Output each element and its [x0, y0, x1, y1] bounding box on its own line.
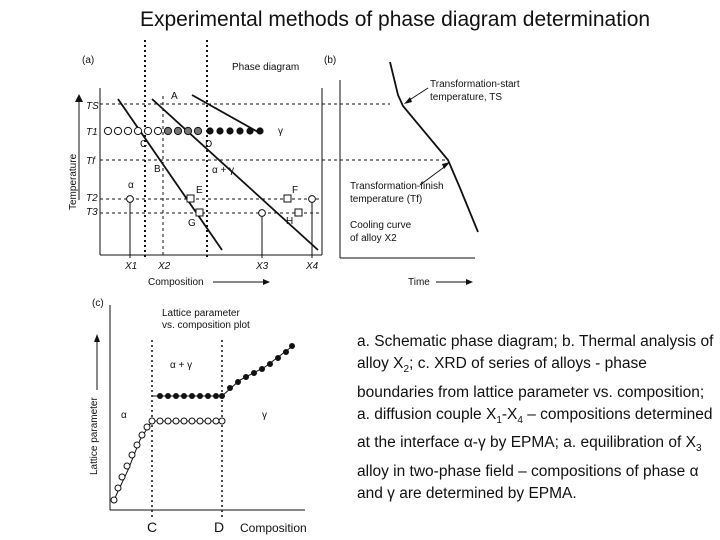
point-c-label: C — [140, 139, 147, 150]
caption-part-1: a. Schematic phase diagram; b. Thermal a… — [357, 333, 714, 373]
panel-c-region-alpha-gamma: α + γ — [170, 360, 192, 371]
caption-sub-3: 3 — [695, 443, 702, 455]
finish-label-line2: temperature (Tf) — [350, 194, 422, 205]
finish-label-line1: Transformation-finish — [350, 181, 444, 192]
y-tick-t3: T3 — [86, 207, 98, 218]
point-d-label: D — [205, 139, 212, 150]
cooling-curve — [389, 61, 479, 233]
marker-d-label: D — [214, 519, 224, 535]
caption-part-2: ; c. XRD of series of alloys - phase bou… — [357, 355, 705, 423]
panel-c-region-alpha: α — [121, 410, 127, 421]
point-e-label: E — [196, 185, 203, 196]
gamma-lattice-curve — [152, 347, 291, 397]
start-label-line1: Transformation-start — [430, 79, 520, 90]
caption-part-5: alloy in two-phase field – compositions … — [357, 462, 699, 503]
panel-a-y-ticks: TS T1 Tf T2 T3 — [86, 101, 99, 218]
panel-b-tag: (b) — [324, 55, 336, 66]
panel-c-ylabel: Lattice parameter — [89, 397, 100, 475]
point-a-label: A — [171, 91, 178, 102]
arrow-head-icon — [466, 279, 473, 285]
x-tick-x3: X3 — [255, 261, 269, 272]
t2-t3-markers — [126, 194, 316, 217]
caption-part-3: -X — [501, 405, 518, 423]
panel-c-region-gamma: γ — [262, 410, 267, 421]
panel-c-tag: (c) — [92, 298, 104, 309]
y-tick-ts: TS — [86, 101, 99, 112]
panel-a-tag: (a) — [82, 55, 94, 66]
marker-c-label: C — [147, 519, 157, 535]
y-tick-t2: T2 — [86, 193, 98, 204]
arrow-head-icon — [263, 279, 270, 285]
panel-a-xlabel: Composition — [148, 277, 204, 288]
panel-b-xlabel: Time — [408, 277, 430, 288]
x-tick-x1: X1 — [124, 261, 137, 272]
point-b-label: B — [154, 164, 161, 175]
x-tick-x4: X4 — [305, 261, 319, 272]
caption-part-4: – compositions determined at the interfa… — [357, 405, 713, 452]
y-tick-tf: Tf — [86, 156, 96, 167]
caption-sub-2: 2 — [403, 364, 410, 376]
page-title: Experimental methods of phase diagram de… — [139, 8, 651, 31]
finish-pointer-line — [419, 164, 448, 186]
start-pointer-line — [407, 87, 429, 102]
y-tick-t1: T1 — [86, 127, 98, 138]
arrow-head-icon — [404, 97, 412, 104]
panel-c-heading-line2: vs. composition plot — [162, 320, 250, 331]
point-h-label: H — [286, 216, 293, 227]
arrow-head-icon — [75, 94, 83, 102]
alpha-lattice-points — [110, 417, 226, 504]
gamma-boundary-curve — [151, 98, 319, 251]
region-gamma-label: γ — [278, 126, 283, 137]
cooling-label-line1: Cooling curve — [350, 220, 412, 231]
point-g-label: G — [188, 218, 196, 229]
x-tick-x2: X2 — [157, 261, 171, 272]
alpha-boundary-curve — [117, 98, 223, 251]
region-alpha-label: α — [128, 180, 134, 191]
gamma-lattice-points — [157, 343, 295, 399]
panel-c-xlabel: Composition — [240, 521, 307, 535]
alpha-lattice-curve — [113, 420, 222, 501]
region-alpha-gamma-label: α + γ — [212, 165, 234, 176]
arrow-head-icon — [94, 334, 100, 342]
cooling-label-line2: of alloy X2 — [350, 233, 397, 244]
panel-c-heading-line1: Lattice parameter — [162, 308, 240, 319]
start-label-line2: temperature, TS — [430, 92, 502, 103]
upper-boundary-curve — [191, 94, 259, 133]
t1-circle-row — [103, 126, 264, 136]
point-f-label: F — [292, 185, 298, 196]
panel-a-ylabel: Temperature — [68, 153, 79, 210]
arrow-head-icon — [442, 162, 450, 169]
panel-a-heading: Phase diagram — [232, 62, 299, 73]
figure-caption: a. Schematic phase diagram; b. Thermal a… — [357, 331, 719, 505]
caption-sub-1: 1 — [496, 415, 502, 427]
caption-sub-4: 4 — [517, 415, 523, 427]
